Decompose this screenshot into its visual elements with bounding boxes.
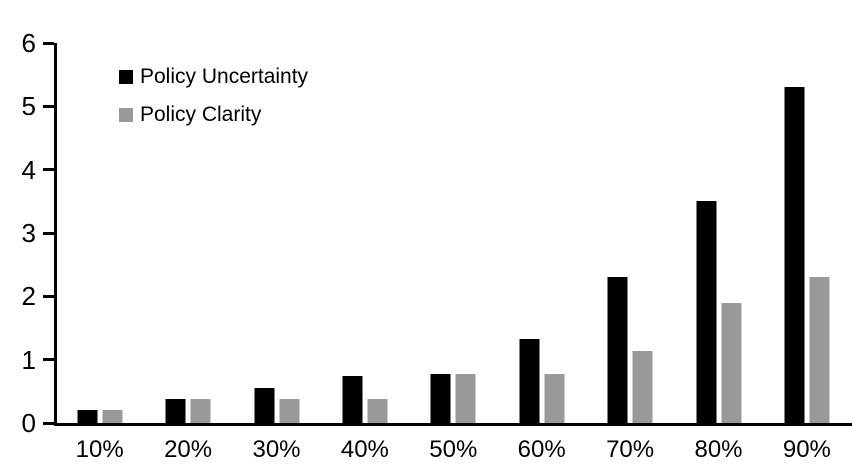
bar-policy-clarity-20-	[190, 398, 211, 423]
bar-policy-clarity-10-	[102, 410, 123, 423]
bar-policy-uncertainty-60-	[519, 339, 540, 423]
bar-group-70-	[607, 277, 653, 423]
y-axis-tick-1	[43, 358, 54, 362]
y-axis-tick-2	[43, 294, 54, 298]
y-axis-tick-3	[43, 231, 54, 235]
y-axis-label-2: 2	[21, 281, 36, 312]
bar-policy-clarity-30-	[279, 398, 299, 423]
bar-group-50-	[430, 374, 476, 423]
bar-policy-uncertainty-70-	[607, 277, 628, 423]
bar-policy-clarity-70-	[632, 351, 653, 423]
x-axis-label-80-: 80%	[694, 436, 743, 463]
y-axis-tick-4	[43, 168, 54, 172]
legend-item-policy-uncertainty: Policy Uncertainty	[119, 63, 308, 91]
bar-policy-clarity-80-	[721, 302, 741, 423]
bar-policy-uncertainty-50-	[430, 374, 451, 423]
x-axis-label-20-: 20%	[164, 436, 213, 463]
bar-policy-uncertainty-80-	[696, 201, 716, 423]
bar-group-40-	[342, 375, 388, 423]
legend-label-policy-clarity: Policy Clarity	[140, 103, 262, 126]
legend-item-policy-clarity: Policy Clarity	[119, 101, 308, 129]
y-axis-label-1: 1	[21, 344, 36, 375]
y-axis-label-6: 6	[21, 28, 36, 58]
bar-policy-clarity-60-	[544, 374, 565, 423]
y-axis-label-0: 0	[21, 408, 36, 438]
x-axis-label-10-: 10%	[75, 436, 124, 463]
x-axis-label-50-: 50%	[429, 436, 478, 463]
bar-policy-uncertainty-90-	[784, 87, 805, 423]
bar-policy-clarity-50-	[455, 374, 476, 423]
x-axis-label-60-: 60%	[517, 436, 566, 463]
x-axis-label-30-: 30%	[252, 436, 301, 463]
y-axis-tick-0	[43, 421, 54, 425]
bar-group-90-	[784, 87, 830, 423]
bar-group-30-	[254, 387, 299, 423]
bar-policy-clarity-40-	[367, 398, 388, 423]
legend-swatch-policy-clarity	[119, 108, 133, 122]
bar-policy-uncertainty-10-	[77, 410, 98, 423]
bar-group-80-	[696, 201, 741, 423]
x-axis-label-40-: 40%	[340, 436, 389, 463]
x-axis-label-90-: 90%	[782, 436, 831, 463]
plot-area	[43, 41, 852, 426]
bar-group-10-	[77, 410, 123, 423]
legend-label-policy-uncertainty: Policy Uncertainty	[140, 65, 309, 88]
y-axis-label-5: 5	[21, 91, 36, 122]
bar-policy-uncertainty-30-	[254, 387, 274, 423]
bar-group-20-	[165, 398, 211, 423]
y-axis-label-4: 4	[21, 154, 36, 185]
legend-swatch-policy-uncertainty	[119, 70, 133, 84]
y-axis-label-3: 3	[21, 218, 36, 248]
bar-policy-clarity-90-	[809, 277, 830, 423]
bar-group-60-	[519, 339, 565, 423]
bar-policy-uncertainty-40-	[342, 375, 363, 423]
y-axis-tick-6	[43, 41, 54, 45]
chart-legend: Policy Uncertainty Policy Clarity	[119, 63, 308, 129]
x-axis-label-70-: 70%	[606, 436, 655, 463]
y-axis-tick-5	[43, 104, 54, 108]
bar-policy-uncertainty-20-	[165, 398, 186, 423]
